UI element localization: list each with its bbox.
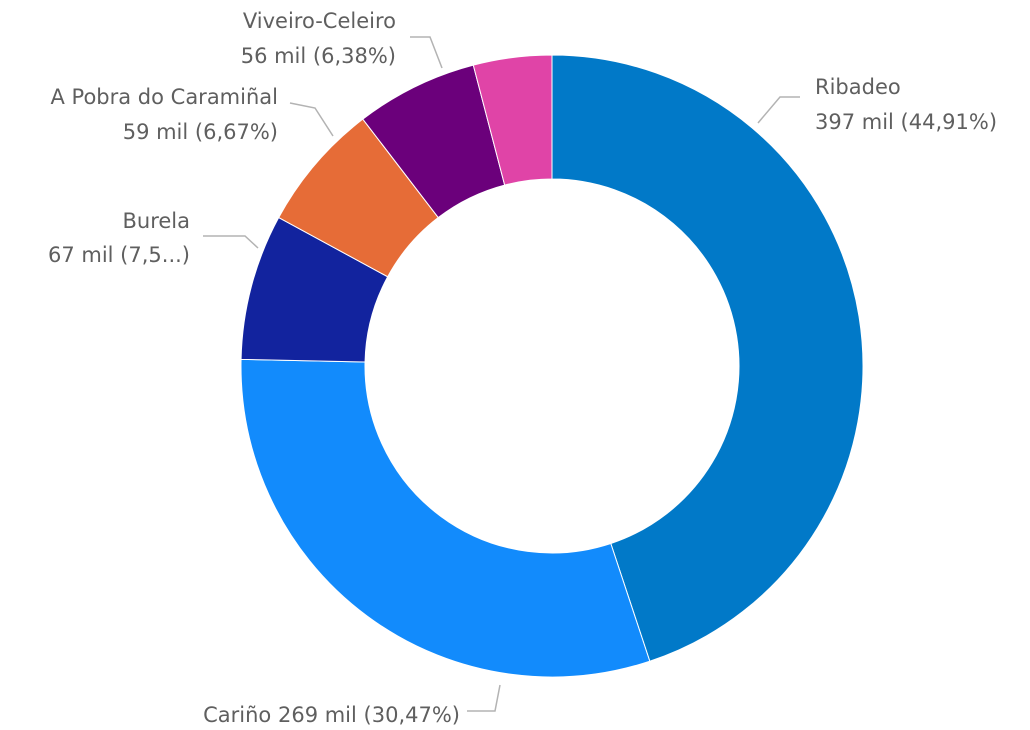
- leader-line-carino: [467, 684, 501, 712]
- label-viveiro-name: Viveiro-Celeiro: [243, 9, 396, 33]
- slice-ribadeo[interactable]: [551, 54, 864, 662]
- leader-line-burela: [203, 235, 259, 249]
- slice-carino[interactable]: [240, 358, 651, 678]
- slice-other[interactable]: [472, 54, 553, 186]
- label-carino: Cariño 269 mil (30,47%): [203, 703, 460, 727]
- label-burela-value: 67 mil (7,5...): [48, 243, 190, 267]
- label-pobra-name: A Pobra do Caramiñal: [50, 85, 278, 109]
- label-viveiro-value: 56 mil (6,38%): [241, 44, 396, 68]
- leader-line-viveiro: [410, 36, 443, 69]
- label-carino-name: Cariño: [203, 703, 271, 727]
- label-ribadeo-value: 397 mil (44,91%): [815, 110, 997, 134]
- label-ribadeo-name: Ribadeo: [815, 75, 901, 99]
- leader-line-ribadeo: [757, 96, 800, 124]
- leader-line-pobra: [289, 102, 334, 137]
- label-burela-name: Burela: [122, 209, 190, 233]
- label-carino-value: 269 mil (30,47%): [278, 703, 460, 727]
- label-pobra-value: 59 mil (6,67%): [123, 120, 278, 144]
- donut-slices: [240, 54, 864, 678]
